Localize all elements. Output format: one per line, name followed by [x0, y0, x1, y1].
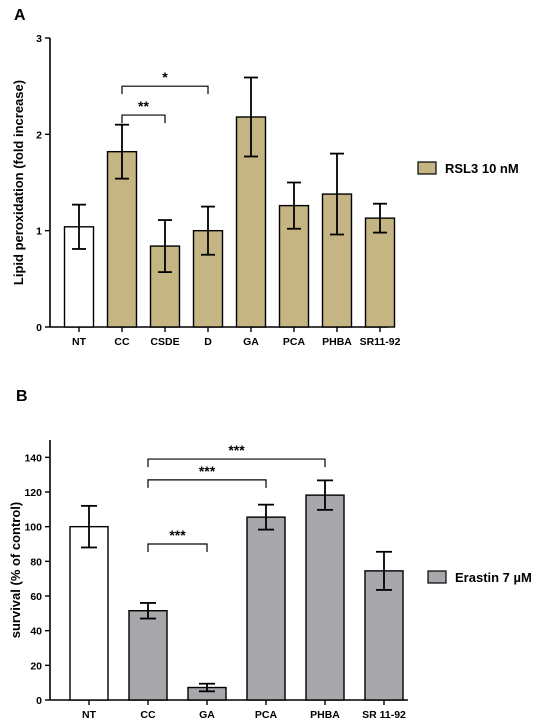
- error-bar-a-sr11-92: [373, 202, 387, 234]
- x-tick-label-b: NT: [82, 709, 97, 721]
- error-bar-a-pca: [287, 181, 301, 230]
- error-bar-b-pca: [258, 503, 274, 531]
- x-tick-label-a: PCA: [283, 336, 306, 348]
- error-bar-a-nt: [72, 203, 86, 250]
- y-tick-label-b: 140: [24, 452, 42, 464]
- chart-b: 0 20 40 60 80 100 120 140 survival (% of control…: [8, 440, 532, 721]
- significance-bracket-b-2: ***: [147, 527, 208, 552]
- error-bar-b-phba: [317, 479, 333, 511]
- legend-swatch-a: [417, 161, 437, 175]
- y-tick-label-b: 100: [24, 522, 42, 534]
- bar-a-csde: [149, 245, 181, 328]
- y-tick-label-b: 120: [24, 487, 42, 499]
- y-tick-label-a: 0: [36, 322, 42, 334]
- significance-bracket-a-1: **: [121, 98, 166, 124]
- error-bar-a-cc: [115, 123, 129, 180]
- legend-b: Erastin 7 µM: [427, 570, 532, 585]
- x-tick-label-b: PHBA: [310, 709, 340, 721]
- error-bar-a-csde: [158, 219, 172, 273]
- error-bar-b-ga: [199, 682, 215, 693]
- bar-b-cc: [128, 610, 168, 701]
- error-bar-b-nt: [81, 504, 97, 549]
- legend-label-a: RSL3 10 nM: [445, 161, 519, 176]
- x-tick-label-b: PCA: [255, 709, 278, 721]
- x-tick-label-a: D: [204, 336, 212, 348]
- error-bar-a-d: [201, 205, 215, 256]
- y-tick-label-a: 1: [36, 226, 42, 238]
- x-tick-label-a: GA: [243, 336, 259, 348]
- significance-label-b-1: ***: [199, 463, 216, 479]
- y-axis-label-a: Lipid peroxidation (fold increase): [11, 80, 26, 285]
- y-tick-label-b: 40: [30, 626, 42, 638]
- significance-label-b-0: ***: [228, 442, 245, 458]
- bar-b-nt: [69, 525, 109, 701]
- panel-label-a: A: [14, 7, 26, 24]
- error-bar-b-cc: [140, 602, 156, 620]
- x-tick-label-a: CC: [114, 336, 130, 348]
- significance-label-a-0: *: [162, 69, 168, 85]
- x-tick-label-a: PHBA: [322, 336, 352, 348]
- error-bar-a-phba: [330, 152, 344, 236]
- significance-bracket-b-1: ***: [147, 463, 267, 488]
- significance-bracket-a-0: *: [121, 69, 209, 95]
- y-tick-label-b: 80: [30, 556, 42, 568]
- bar-b-sr11-92: [364, 570, 404, 701]
- y-tick-label-a: 3: [36, 33, 42, 45]
- x-tick-label-a: CSDE: [150, 336, 179, 348]
- chart-a: 0 1 2 3 Lipid peroxidation (fold increase) NT…: [11, 33, 519, 348]
- significance-label-b-2: ***: [169, 527, 186, 543]
- x-tick-label-a: SR11-92: [360, 336, 401, 348]
- legend-label-b: Erastin 7 µM: [455, 570, 532, 585]
- x-tick-label-b: GA: [199, 709, 215, 721]
- error-bar-b-sr11-92: [376, 550, 392, 591]
- x-tick-label-b: SR 11-92: [362, 709, 406, 721]
- bar-b-phba: [305, 494, 345, 701]
- panel-label-b: B: [16, 388, 28, 405]
- significance-label-a-1: **: [138, 98, 149, 114]
- y-tick-label-b: 60: [30, 591, 42, 603]
- y-tick-label-a: 2: [36, 129, 42, 141]
- legend-a: RSL3 10 nM: [417, 161, 519, 176]
- y-tick-label-b: 20: [30, 660, 42, 672]
- legend-swatch-b: [427, 570, 447, 584]
- bar-b-pca: [246, 516, 286, 701]
- significance-bracket-b-0: ***: [147, 442, 326, 468]
- y-axis-label-b: survival (% of control): [8, 502, 23, 639]
- bar-a-sr11-92: [364, 217, 396, 328]
- x-tick-label-a: NT: [72, 336, 87, 348]
- y-tick-label-b: 0: [36, 695, 42, 707]
- error-bar-a-ga: [244, 76, 258, 158]
- x-tick-label-b: CC: [140, 709, 156, 721]
